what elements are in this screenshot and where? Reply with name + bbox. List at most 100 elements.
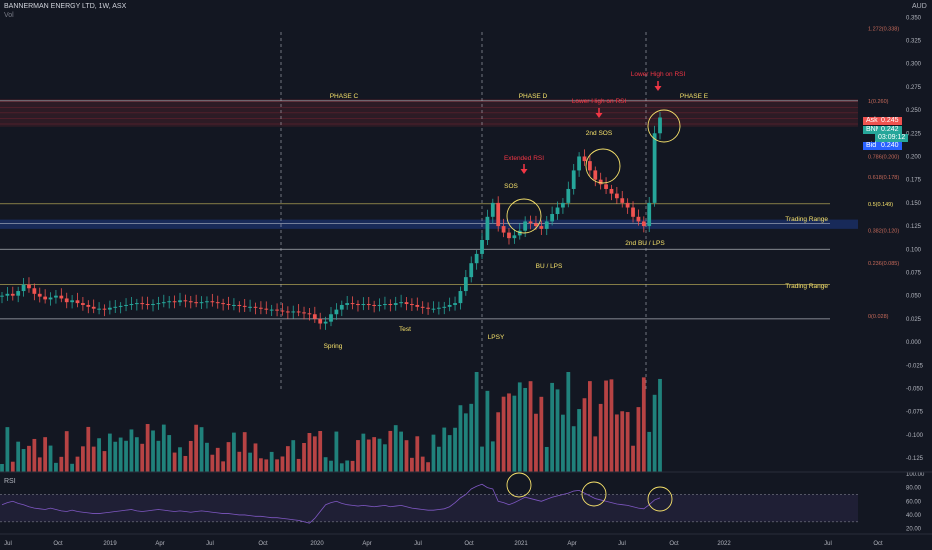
volume-bar [167,435,172,472]
volume-bar [194,424,199,472]
volume-bar [329,460,333,472]
volume-bar [334,431,339,472]
phase-d-label: PHASE D [519,93,548,100]
candle-body [27,284,31,289]
candle-body [210,301,215,303]
candle-body [264,308,269,310]
fib-level-label: 0.5(0.149) [868,202,893,208]
rsi-band-fill [0,494,858,522]
candle-body [383,304,387,306]
volume-bar [539,396,544,472]
candle-body [291,311,296,313]
candle-body [474,253,479,264]
volume-bar [356,440,360,472]
volume-bar [523,387,528,472]
time-axis-tick: Apr [362,541,371,547]
candle-body [269,309,274,311]
volume-bar [361,433,366,472]
candle-body [242,305,247,307]
candle-body [253,306,258,308]
volume-indicator-label[interactable]: Vol [4,12,14,19]
candle-body [113,306,118,308]
volume-bar [652,394,657,472]
price-axis-tick: -0.100 [906,433,924,439]
candle-body [183,300,188,302]
candle-body [620,198,625,203]
candle-body [21,284,26,292]
candle-body [215,302,220,304]
volume-bar [609,379,614,472]
fib-level-label: 1(0.260) [868,99,889,105]
candle-body [199,302,204,304]
volume-bar [377,438,382,472]
candle-body [647,202,652,227]
volume-bar [415,436,420,472]
volume-bar [70,463,75,472]
volume-bar [302,442,306,472]
trading-range-label: Trading Range [785,216,828,223]
highlight-circle [506,198,542,234]
candle-body [188,301,193,303]
candle-body [0,295,4,297]
candle-body [658,117,662,134]
volume-bar [269,451,274,472]
volume-bar [480,446,484,472]
volume-bar [43,437,48,472]
candle-body [453,303,457,305]
volume-bar [81,446,85,472]
volume-bar [307,432,312,472]
candle-body [404,302,409,305]
rsi-axis-tick: 20.00 [906,527,922,533]
candle-body [399,302,404,304]
candle-body [512,235,517,239]
volume-bar [426,462,430,472]
volume-bar [156,440,161,472]
candle-body [91,306,96,309]
candle-body [248,306,252,308]
rsi-label[interactable]: RSI [4,478,16,485]
volume-bar [97,438,101,472]
volume-bar [625,412,630,472]
candle-body [140,303,145,305]
time-axis-tick: Oct [873,541,883,547]
candle-body [237,304,242,306]
candle-body [561,202,565,208]
candle-body [631,207,635,217]
volume-bar [21,449,26,472]
candle-body [485,216,490,240]
annotations-layer: PHASE C PHASE D PHASE E Lower High on RSI Lo… [324,71,828,512]
volume-bar [312,436,317,472]
volume-bar [587,381,592,472]
candle-body [205,301,209,303]
ask-value: 0.245 [878,117,902,125]
candle-body [5,293,10,296]
candle-body [107,307,112,310]
volume-bars-layer [0,372,662,472]
price-axis-tick: -0.125 [906,456,924,462]
volume-bar [517,382,522,472]
price-axis-tick: 0.075 [906,270,922,276]
rsi-axis-tick: 100.00 [906,472,925,478]
volume-bar [258,458,263,472]
candle-body [102,308,107,310]
candle-body [172,301,177,303]
volume-bar [0,464,4,472]
time-axis-tick: 2019 [103,541,117,547]
candle-body [431,308,436,310]
volume-bar [323,457,328,472]
volume-bar [172,452,177,472]
candle-body [517,230,522,236]
volume-bar [474,372,479,472]
volume-bar [636,407,641,472]
candle-body [312,314,317,319]
candle-body [415,304,420,307]
candle-body [70,300,75,303]
price-axis-tick: 0.050 [906,294,922,300]
arrow-head [595,113,603,118]
volume-bar [647,431,652,472]
resistance-zone [0,98,858,127]
candle-body [614,193,619,199]
volume-bar [118,437,123,472]
ask-label: Ask [863,117,881,125]
